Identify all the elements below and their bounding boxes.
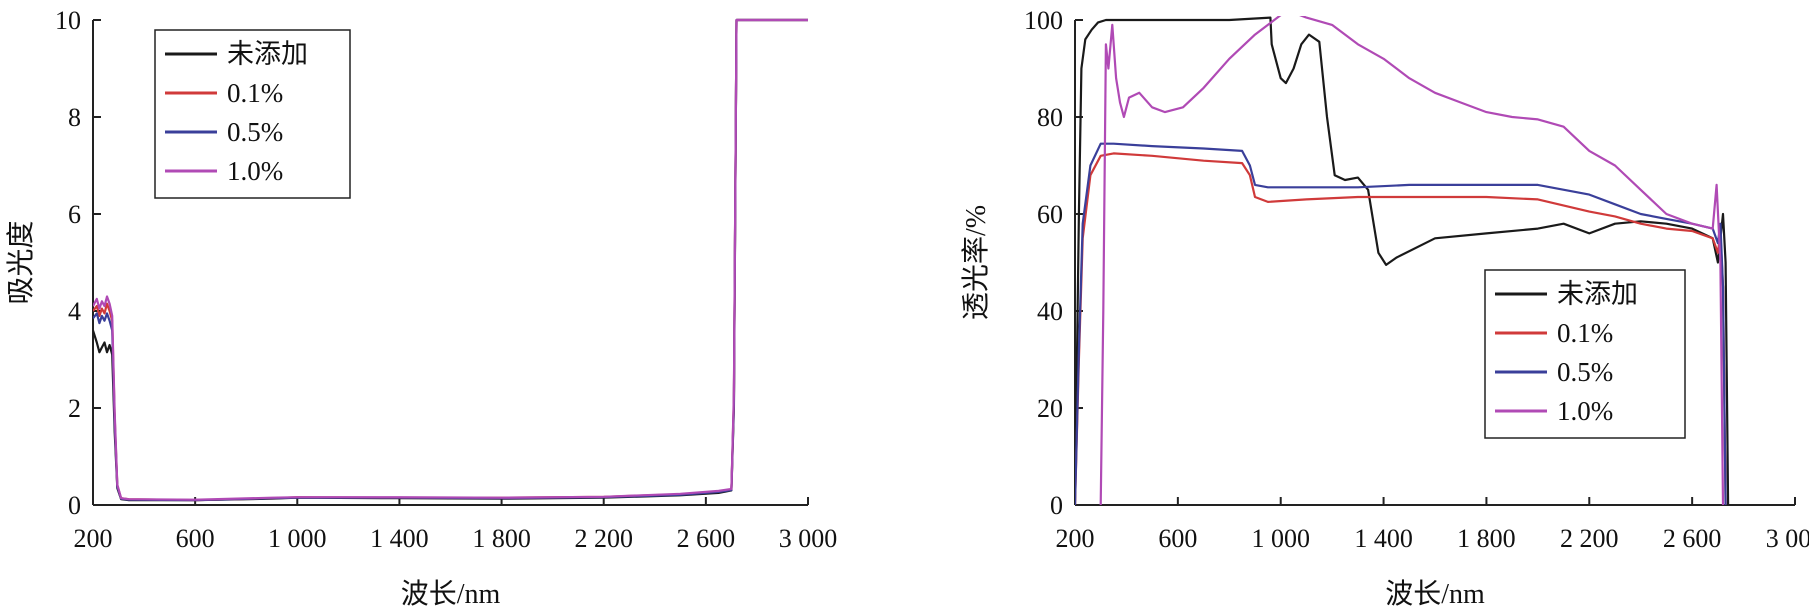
y-axis-title: 吸光度 [5,220,37,304]
x-tick-label: 1 800 [1457,524,1516,553]
x-tick-label: 2 200 [574,524,633,553]
y-tick-label: 0 [68,491,81,520]
y-tick-label: 2 [68,394,81,423]
y-tick-label: 10 [55,6,81,35]
legend-label: 1.0% [227,156,283,186]
series-line [93,18,808,501]
x-tick-label: 1 800 [472,524,531,553]
legend-label: 1.0% [1557,396,1613,426]
x-tick-label: 2 600 [677,524,736,553]
x-tick-label: 1 400 [1354,524,1413,553]
series-line [1075,16,1730,505]
legend-label: 未添加 [227,39,308,69]
y-tick-label: 8 [68,103,81,132]
x-tick-label: 200 [74,524,113,553]
legend-label: 0.1% [1557,318,1613,348]
x-tick-label: 3 000 [779,524,838,553]
series-group [1075,16,1730,505]
y-tick-label: 100 [1024,6,1063,35]
series-line [1099,16,1725,505]
y-tick-label: 80 [1037,103,1063,132]
y-tick-label: 4 [68,297,81,326]
chart-absorbance: 0 2 4 6 8 10 200 600 1 000 1 400 1 800 2 200 2 600 3 … [5,6,837,610]
x-tick-label: 1 000 [1251,524,1310,553]
y-tick-label: 40 [1037,297,1063,326]
legend-label: 0.1% [227,78,283,108]
x-tick-label: 2 200 [1560,524,1619,553]
x-tick-label: 3 000 [1766,524,1809,553]
y-tick-label: 60 [1037,200,1063,229]
x-tick-label: 2 600 [1663,524,1722,553]
x-tick-label: 200 [1056,524,1095,553]
x-tick-label: 600 [1158,524,1197,553]
y-axis-title: 透光率/% [960,205,992,320]
x-axis-title: 波长/nm [401,578,501,610]
y-tick-label: 20 [1037,394,1063,423]
x-tick-label: 1 000 [268,524,327,553]
x-axis-title: 波长/nm [1385,578,1485,610]
y-tick-label: 6 [68,200,81,229]
legend-label: 0.5% [1557,357,1613,387]
x-tick-label: 1 400 [370,524,429,553]
x-tick-label: 600 [176,524,215,553]
y-tick-label: 0 [1050,491,1063,520]
chart-transmittance: 0 20 40 60 80 100 200 600 1 000 1 400 1 800 2 200 2 … [960,6,1809,610]
legend-label: 0.5% [227,117,283,147]
series-group [93,18,808,502]
legend-label: 未添加 [1557,279,1638,309]
